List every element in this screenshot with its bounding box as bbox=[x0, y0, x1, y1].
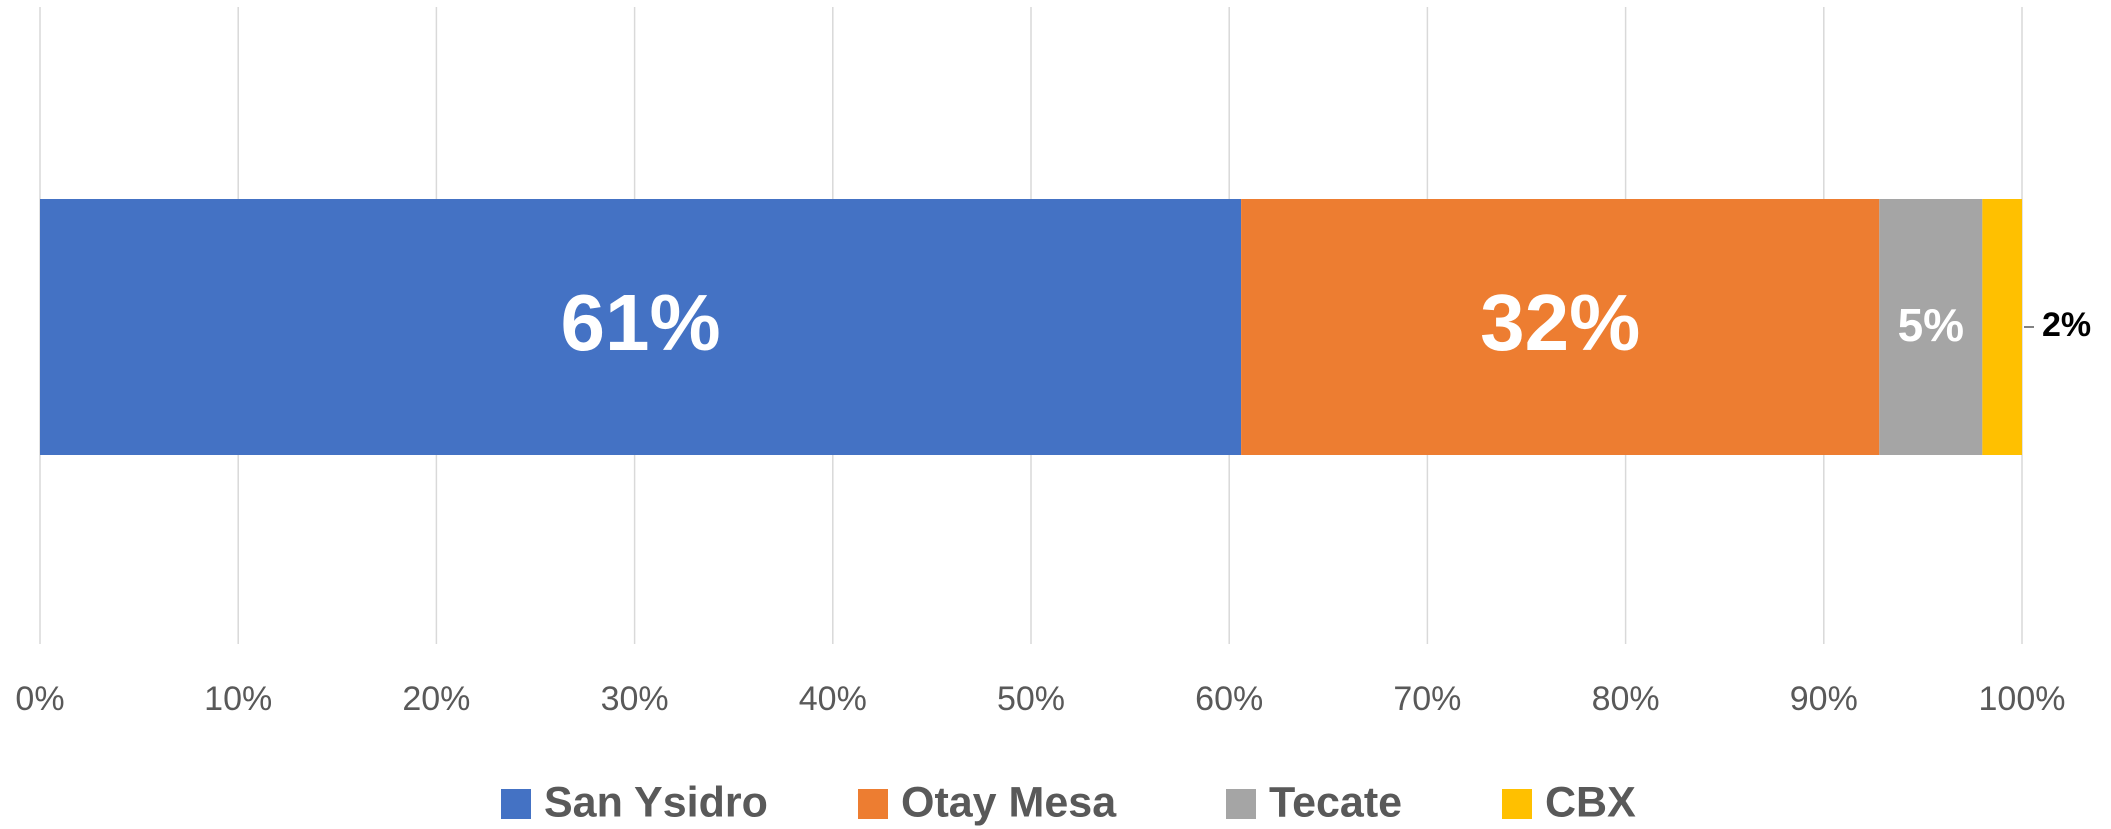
x-tick-label: 60% bbox=[1195, 680, 1263, 718]
x-tick-label: 20% bbox=[402, 680, 470, 718]
x-tick-label: 30% bbox=[601, 680, 669, 718]
x-tick-label: 50% bbox=[997, 680, 1065, 718]
legend-swatch bbox=[1226, 789, 1256, 819]
x-tick-label: 40% bbox=[799, 680, 867, 718]
legend-label: Otay Mesa bbox=[901, 778, 1117, 826]
x-tick-label: 0% bbox=[15, 680, 64, 718]
x-tick-label: 90% bbox=[1790, 680, 1858, 718]
legend-label: San Ysidro bbox=[544, 778, 768, 826]
legend-swatch bbox=[501, 789, 531, 819]
legend-label: CBX bbox=[1545, 778, 1636, 826]
legend-swatch bbox=[1502, 789, 1532, 819]
bar-segment bbox=[1879, 199, 1983, 455]
data-label: 32% bbox=[1480, 278, 1640, 367]
data-label: 2% bbox=[2042, 306, 2091, 344]
x-tick-label: 80% bbox=[1592, 680, 1660, 718]
x-tick-label: 70% bbox=[1393, 680, 1461, 718]
bar-segment bbox=[1241, 199, 1880, 455]
legend-swatch bbox=[858, 789, 888, 819]
data-label: 61% bbox=[560, 278, 720, 367]
data-label: 5% bbox=[1898, 299, 1964, 351]
bar-segment bbox=[1982, 199, 2022, 455]
bar-segment bbox=[40, 199, 1242, 455]
legend-label: Tecate bbox=[1269, 778, 1402, 826]
x-tick-label: 100% bbox=[1979, 680, 2066, 718]
x-tick-label: 10% bbox=[204, 680, 272, 718]
